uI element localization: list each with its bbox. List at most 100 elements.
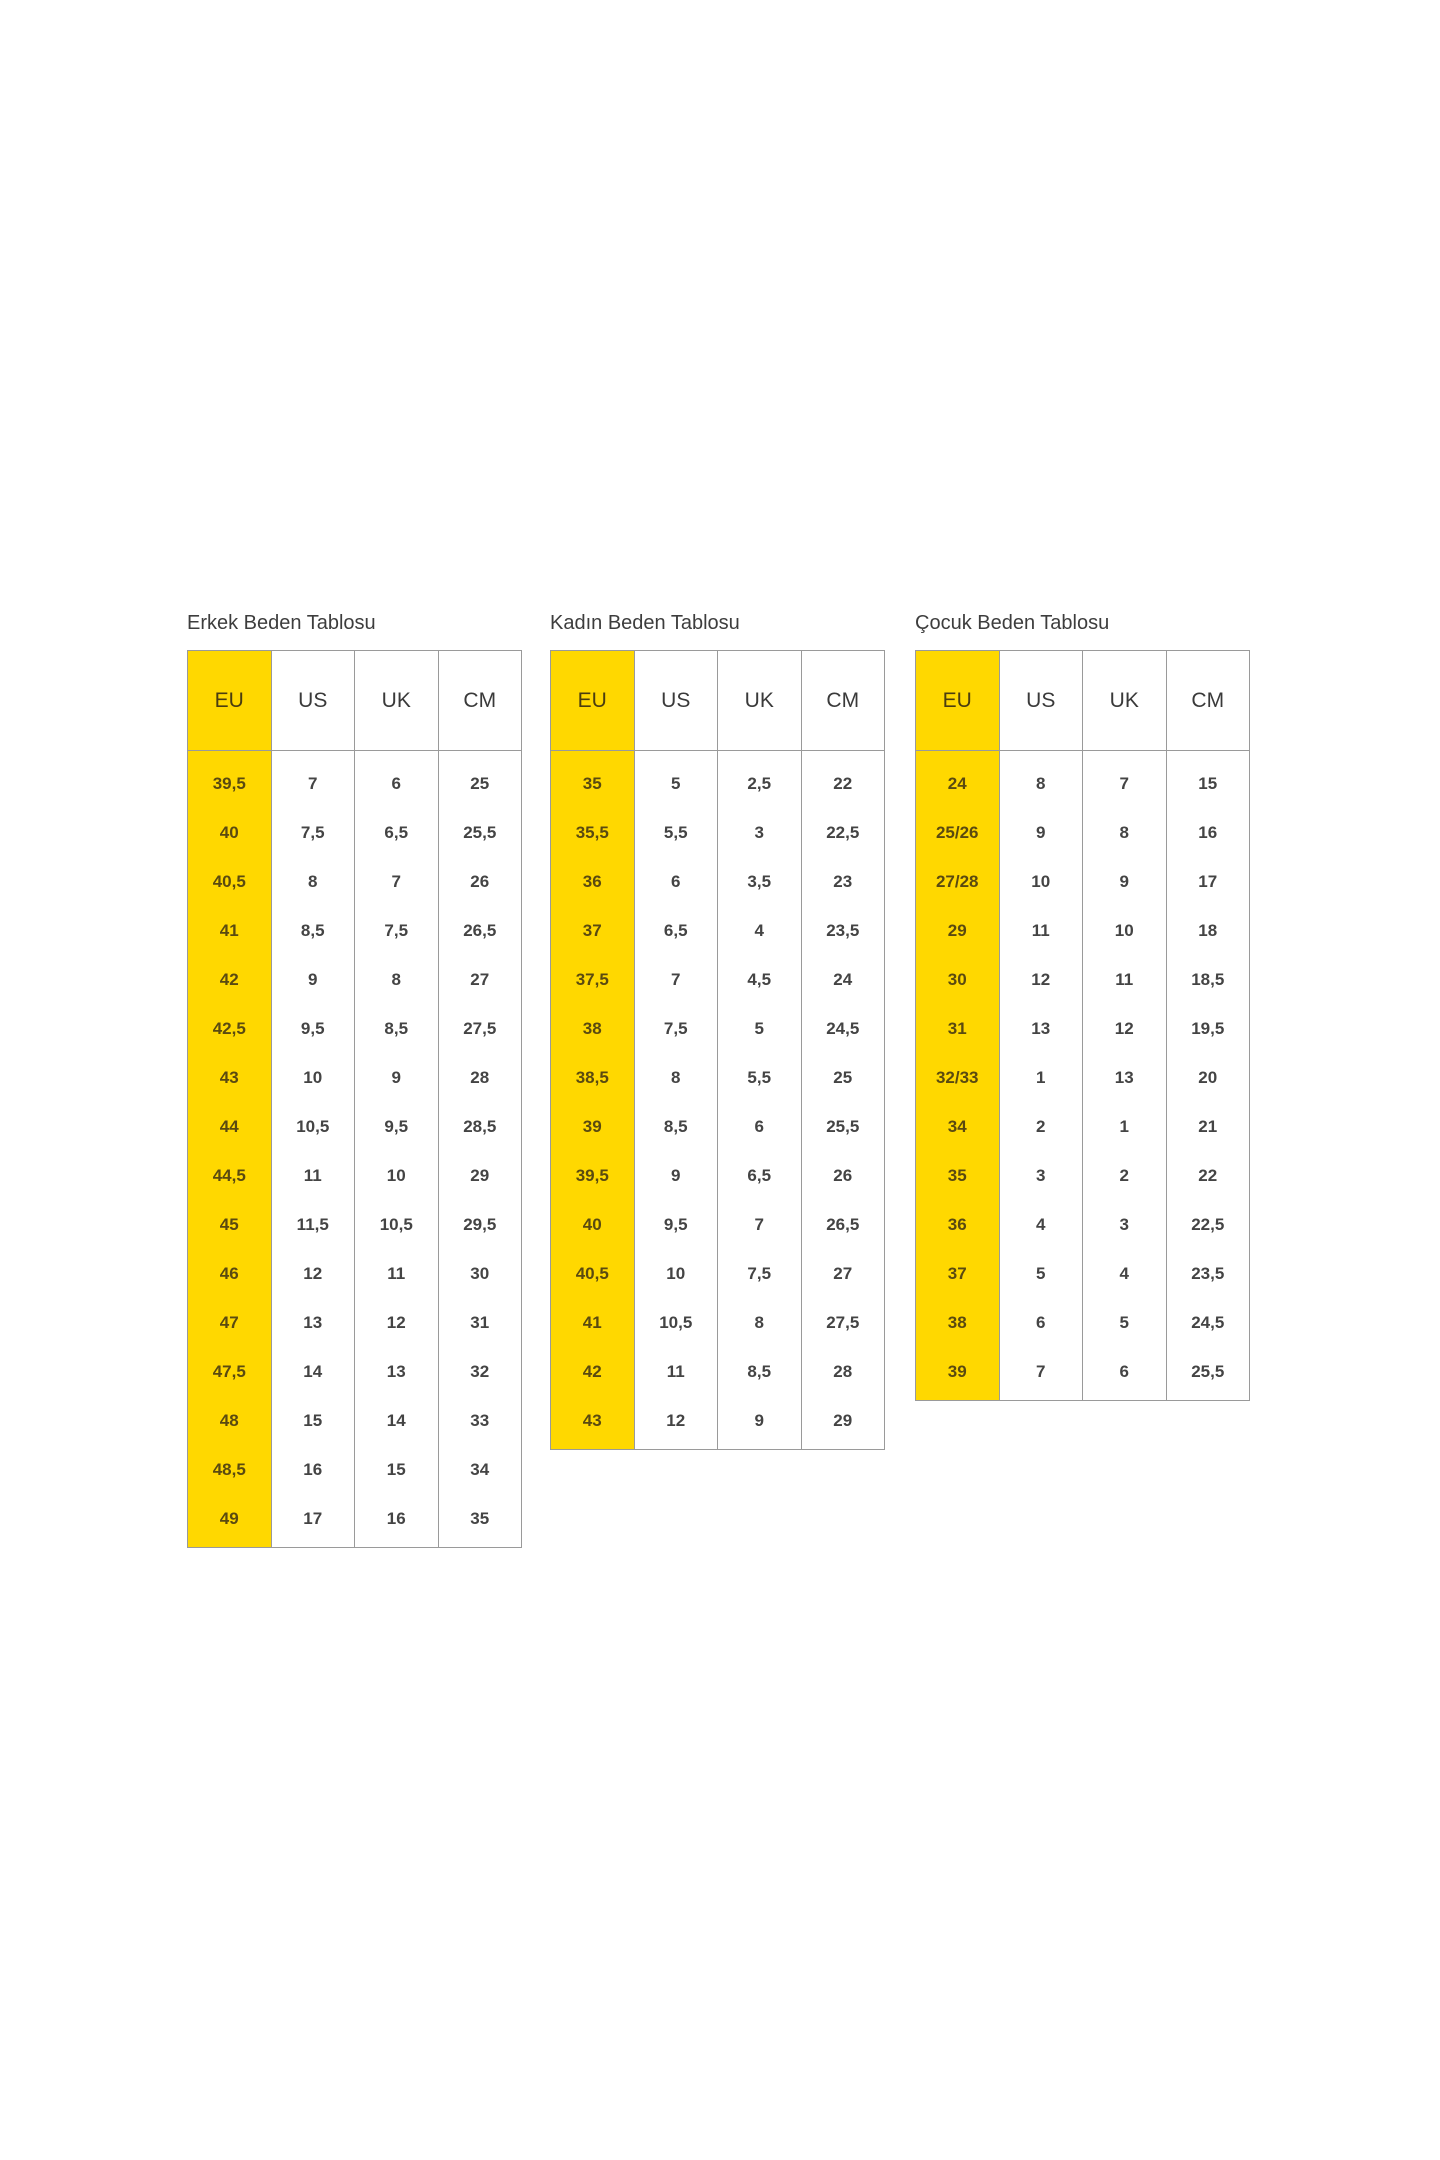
cell-cm: 16 — [1165, 808, 1250, 857]
cell-us: 5 — [633, 750, 718, 808]
cell-uk: 9 — [354, 1053, 438, 1102]
table-row: 42 11 8,5 28 — [550, 1347, 885, 1396]
cell-eu: 43 — [550, 1396, 634, 1450]
cell-us: 9,5 — [633, 1200, 718, 1249]
cell-eu: 44 — [187, 1102, 271, 1151]
cell-us: 11 — [998, 906, 1083, 955]
cell-cm: 22 — [1165, 1151, 1250, 1200]
table-row: 40,5 8 7 26 — [187, 857, 522, 906]
cell-eu: 40,5 — [187, 857, 271, 906]
cell-cm: 22,5 — [1165, 1200, 1250, 1249]
column-header-us: US — [633, 650, 718, 751]
cell-uk: 7,5 — [354, 906, 438, 955]
cell-uk: 2 — [1082, 1151, 1166, 1200]
cell-cm: 24 — [800, 955, 885, 1004]
cell-us: 8 — [633, 1053, 718, 1102]
cell-uk: 2,5 — [717, 750, 801, 808]
cell-cm: 22 — [800, 750, 885, 808]
cell-uk: 3 — [717, 808, 801, 857]
cell-uk: 3,5 — [717, 857, 801, 906]
size-table: EU US UK CM 39,5 7 6 25 40 7,5 6,5 25,5 40,5 8 7 26 41 8,… — [187, 650, 522, 1548]
cell-uk: 5 — [717, 1004, 801, 1053]
cell-cm: 21 — [1165, 1102, 1250, 1151]
cell-us: 13 — [270, 1298, 355, 1347]
table-row: 37 5 4 23,5 — [915, 1249, 1250, 1298]
cell-us: 3 — [998, 1151, 1083, 1200]
table-title: Erkek Beden Tablosu — [187, 612, 376, 634]
cell-us: 8 — [270, 857, 355, 906]
table-row: 47 13 12 31 — [187, 1298, 522, 1347]
table-row: 35 3 2 22 — [915, 1151, 1250, 1200]
cell-us: 11,5 — [270, 1200, 355, 1249]
cell-uk: 13 — [354, 1347, 438, 1396]
cell-uk: 5 — [1082, 1298, 1166, 1347]
cell-uk: 15 — [354, 1445, 438, 1494]
cell-uk: 10,5 — [354, 1200, 438, 1249]
cell-us: 5,5 — [633, 808, 718, 857]
cell-uk: 1 — [1082, 1102, 1166, 1151]
table-row: 44 10,5 9,5 28,5 — [187, 1102, 522, 1151]
cell-us: 11 — [633, 1347, 718, 1396]
table-row: 30 12 11 18,5 — [915, 955, 1250, 1004]
cell-cm: 27,5 — [800, 1298, 885, 1347]
size-chart-women: Kadın Beden Tablosu EU US UK CM 35 5 2,5 22 35,5 5… — [550, 610, 885, 1450]
cell-cm: 17 — [1165, 857, 1250, 906]
table-title: Kadın Beden Tablosu — [550, 612, 740, 634]
cell-uk: 7 — [1082, 750, 1166, 808]
size-chart-kids: Çocuk Beden Tablosu EU US UK CM 24 8 7 15 25/26 9 8… — [915, 610, 1250, 1401]
table-row: 43 12 9 29 — [550, 1396, 885, 1450]
table-row: 41 10,5 8 27,5 — [550, 1298, 885, 1347]
cell-eu: 38 — [550, 1004, 634, 1053]
column-header-us: US — [998, 650, 1083, 751]
column-header-cm: CM — [1165, 650, 1250, 751]
cell-cm: 25 — [800, 1053, 885, 1102]
cell-us: 6 — [998, 1298, 1083, 1347]
size-chart-men: Erkek Beden Tablosu EU US UK CM 39,5 7 6 25 40 7,5… — [187, 610, 522, 1548]
cell-eu: 38,5 — [550, 1053, 634, 1102]
cell-uk: 11 — [354, 1249, 438, 1298]
cell-uk: 6,5 — [717, 1151, 801, 1200]
cell-eu: 43 — [187, 1053, 271, 1102]
cell-us: 10 — [633, 1249, 718, 1298]
cell-uk: 9 — [717, 1396, 801, 1450]
cell-uk: 6,5 — [354, 808, 438, 857]
cell-us: 17 — [270, 1494, 355, 1548]
cell-us: 7 — [633, 955, 718, 1004]
cell-us: 11 — [270, 1151, 355, 1200]
column-header-us: US — [270, 650, 355, 751]
cell-eu: 39 — [550, 1102, 634, 1151]
cell-us: 7 — [270, 750, 355, 808]
cell-cm: 23,5 — [800, 906, 885, 955]
cell-uk: 6 — [1082, 1347, 1166, 1401]
cell-eu: 38 — [915, 1298, 999, 1347]
table-row: 35 5 2,5 22 — [550, 750, 885, 808]
cell-eu: 35 — [550, 750, 634, 808]
cell-cm: 25 — [437, 750, 522, 808]
cell-us: 8 — [998, 750, 1083, 808]
table-row: 38 6 5 24,5 — [915, 1298, 1250, 1347]
cell-us: 8,5 — [270, 906, 355, 955]
cell-eu: 42 — [187, 955, 271, 1004]
cell-uk: 7,5 — [717, 1249, 801, 1298]
cell-cm: 26,5 — [800, 1200, 885, 1249]
cell-uk: 16 — [354, 1494, 438, 1548]
table-row: 34 2 1 21 — [915, 1102, 1250, 1151]
cell-us: 10,5 — [633, 1298, 718, 1347]
cell-us: 7,5 — [270, 808, 355, 857]
cell-us: 4 — [998, 1200, 1083, 1249]
cell-eu: 40,5 — [550, 1249, 634, 1298]
table-row: 36 4 3 22,5 — [915, 1200, 1250, 1249]
cell-us: 9 — [633, 1151, 718, 1200]
table-row: 47,5 14 13 32 — [187, 1347, 522, 1396]
cell-eu: 48,5 — [187, 1445, 271, 1494]
cell-uk: 9,5 — [354, 1102, 438, 1151]
cell-cm: 27,5 — [437, 1004, 522, 1053]
cell-eu: 29 — [915, 906, 999, 955]
cell-us: 12 — [270, 1249, 355, 1298]
table-row: 42,5 9,5 8,5 27,5 — [187, 1004, 522, 1053]
table-row: 32/33 1 13 20 — [915, 1053, 1250, 1102]
column-header-uk: UK — [354, 650, 438, 751]
cell-uk: 6 — [354, 750, 438, 808]
cell-uk: 4 — [717, 906, 801, 955]
table-row: 36 6 3,5 23 — [550, 857, 885, 906]
